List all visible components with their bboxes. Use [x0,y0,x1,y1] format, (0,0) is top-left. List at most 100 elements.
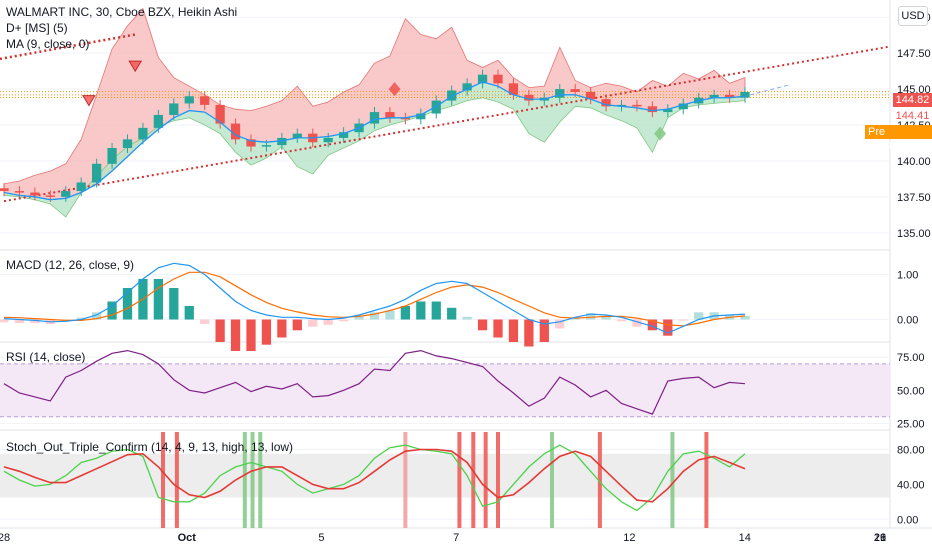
candle-body [30,192,40,196]
macd-histogram-bar [694,312,704,320]
macd-histogram-bar [169,288,179,320]
stoch-slow-line [3,448,746,503]
y-tick-label: 75.00 [897,352,925,364]
candle-body [740,91,750,98]
macd-histogram-bar [740,315,750,320]
macd-histogram-bar [385,310,395,320]
candle-body [107,147,117,164]
premarket-tag: Pre 144.41 [865,125,932,152]
y-tick-label: 147.50 [897,48,931,60]
y-tick-label: 40.00 [897,479,925,491]
macd-histogram-bar [400,306,411,320]
macd-title[interactable]: MACD (12, 26, close, 9) [6,258,135,272]
x-tick-label: 12 [623,532,635,544]
stoch-fast-line [3,444,746,512]
candle-body [14,191,25,193]
y-tick-label: 25.00 [897,418,925,430]
candle-body [416,113,426,120]
rsi-band [0,363,890,417]
macd-histogram-bar [153,279,164,320]
stoch-signal-bar [174,432,179,528]
macd-histogram-bar [184,306,194,320]
candle-body [400,117,411,120]
premarket-price: 144.41 [874,140,908,152]
macd-pane[interactable] [0,262,890,351]
symbol-title[interactable]: WALMART INC, 30, Cboe BZX, Heikin Ashi [6,5,238,19]
ma-line [3,81,746,201]
stoch-signal-bar [161,432,166,528]
candle-body [200,96,210,105]
macd-histogram-bar [230,319,241,351]
macd-histogram-bar [323,319,333,325]
macd-histogram-bar [632,319,642,327]
candle-body [663,109,673,113]
chart-legend: WALMART INC, 30, Cboe BZX, Heikin Ashi D… [6,4,237,52]
candle-body [447,90,457,101]
candle-body [724,94,735,98]
diamond-marker [388,82,401,97]
candle-body [385,112,395,118]
macd-histogram-bar [616,319,627,322]
macd-histogram-bar [0,319,9,323]
candle-body [601,99,611,107]
second-price-tag: 144.41 [895,110,930,122]
rsi-line [3,349,746,415]
macd-histogram-bar [447,307,457,320]
rsi-pane[interactable] [0,349,890,424]
y-tick-label: 135.00 [897,228,931,240]
sell-signal-marker [128,60,143,73]
stoch-pane[interactable] [0,432,890,528]
candle-body [709,94,719,98]
candle-body [230,123,241,140]
macd-histogram-bar [215,319,225,342]
macd-histogram-bar [524,319,534,347]
y-tick-label: 137.50 [897,192,931,204]
candle-body [246,139,256,147]
stoch-signal-bar [597,432,602,528]
stoch-signal-bar [670,432,675,528]
candle-body [169,103,179,115]
stoch-title[interactable]: Stoch_Out_Triple_Confirm (14, 4, 9, 13, … [6,440,294,454]
x-tick-label: 5 [318,532,324,544]
candle-body [555,89,565,98]
macd-histogram-bar [261,319,272,345]
macd-histogram-bar [431,301,441,320]
stoch-signal-bar [258,432,263,528]
rsi-title[interactable]: RSI (14, close) [6,350,86,364]
candle-body [261,145,272,147]
candle-body [570,89,580,92]
candle-body [369,112,380,124]
x-tick-label: 28 [0,532,10,544]
candle-body [91,163,102,183]
y-tick-label: 1.00 [897,270,918,282]
candle-body [138,127,148,140]
x-tick-label: 21 [874,532,886,544]
macd-histogram-bar [107,301,117,320]
indicator-dplus-label[interactable]: D+ [MS] (5) [6,21,68,35]
stoch-signal-bar [496,432,500,528]
stoch-band [0,453,890,498]
macd-histogram-bar [462,316,472,320]
candle-body [585,91,596,100]
candle-body [508,83,519,95]
indicator-ma-label[interactable]: MA (9, close, 0) [6,37,90,51]
macd-histogram-bar [246,319,256,351]
macd-histogram-bar [122,288,133,320]
premarket-label: Pre [868,126,886,138]
macd-histogram-bar [601,316,611,320]
macd-histogram-bar [585,313,596,320]
currency-button[interactable]: USD [898,6,928,26]
macd-histogram-bar [477,319,488,331]
price-pane[interactable] [0,7,891,234]
candle-body [61,191,71,197]
candle-body [45,195,55,197]
y-tick-label: 80.00 [897,444,925,456]
macd-histogram-bar [277,319,287,338]
macd-histogram-bar [30,319,40,324]
macd-histogram-bar [555,319,565,329]
diamond-marker [654,126,667,141]
x-tick-label: 14 [739,532,751,544]
candle-body [153,114,164,128]
candle-body [647,106,658,113]
